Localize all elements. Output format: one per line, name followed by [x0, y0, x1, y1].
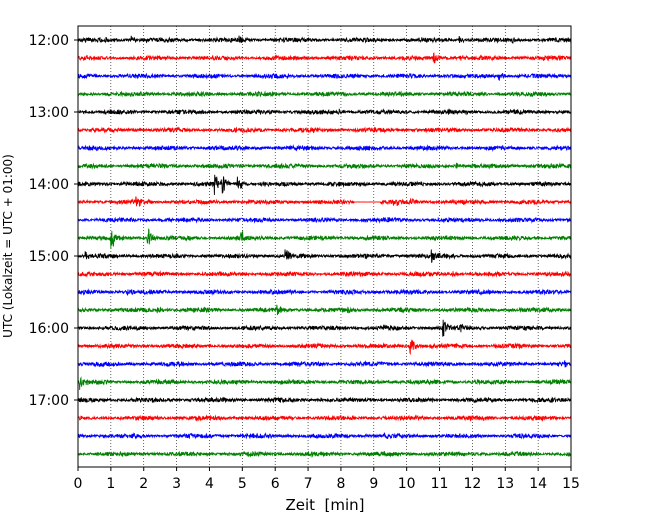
x-tick-label: 6	[271, 476, 280, 492]
y-tick-label: 17:00	[29, 393, 69, 409]
seismic-trace	[77, 126, 572, 134]
y-axis-label: UTC (Lokalzeit = UTC + 01:00)	[1, 154, 15, 338]
seismic-trace	[77, 360, 572, 368]
y-tick-label: 12:00	[29, 33, 69, 49]
seismic-trace	[77, 162, 572, 170]
seismic-trace	[77, 52, 572, 64]
seismic-trace	[77, 450, 572, 458]
seismic-trace	[77, 304, 572, 316]
seismic-trace	[77, 376, 572, 391]
seismic-trace	[77, 72, 572, 81]
seismic-trace	[77, 35, 572, 44]
x-tick-label: 3	[172, 476, 181, 492]
seismic-trace	[77, 288, 572, 296]
seismic-trace	[77, 249, 572, 263]
seismic-trace	[77, 216, 572, 224]
x-tick-label: 1	[106, 476, 115, 492]
y-tick-label: 15:00	[29, 249, 69, 265]
x-tick-label: 15	[562, 476, 580, 492]
x-tick-label: 2	[139, 476, 148, 492]
plot-frame	[77, 25, 572, 468]
seismic-trace	[77, 396, 572, 404]
seismic-trace	[77, 270, 572, 278]
x-tick-label: 0	[74, 476, 83, 492]
x-tick-label: 7	[304, 476, 313, 492]
seismic-trace	[77, 339, 572, 356]
trace-layer	[77, 35, 572, 458]
x-axis: 0 1 2 3 4 5 6 7 8 9 10 11 12 13 14 15	[74, 467, 580, 492]
seismic-trace	[77, 90, 572, 98]
x-tick-label: 13	[496, 476, 514, 492]
y-tick-label: 16:00	[29, 321, 69, 337]
x-tick-label: 14	[529, 476, 547, 492]
seismic-trace	[77, 144, 572, 152]
x-tick-label: 8	[336, 476, 345, 492]
seismic-trace	[77, 414, 572, 422]
x-axis-label: Zeit [min]	[285, 496, 364, 514]
y-axis: 12:00 13:00 14:00 15:00 16:00 17:00	[29, 33, 78, 409]
seismic-trace	[77, 432, 572, 440]
seismic-trace	[77, 174, 572, 196]
x-tick-label: 12	[463, 476, 481, 492]
x-tick-label: 11	[431, 476, 449, 492]
seismic-trace	[77, 108, 572, 116]
x-tick-label: 5	[238, 476, 247, 492]
x-tick-label: 9	[369, 476, 378, 492]
seismic-trace	[77, 228, 572, 249]
x-tick-label: 4	[205, 476, 214, 492]
y-tick-label: 14:00	[29, 177, 69, 193]
x-tick-label: 10	[398, 476, 416, 492]
seismic-trace	[77, 196, 572, 207]
y-tick-label: 13:00	[29, 105, 69, 121]
seismic-trace	[77, 319, 572, 337]
